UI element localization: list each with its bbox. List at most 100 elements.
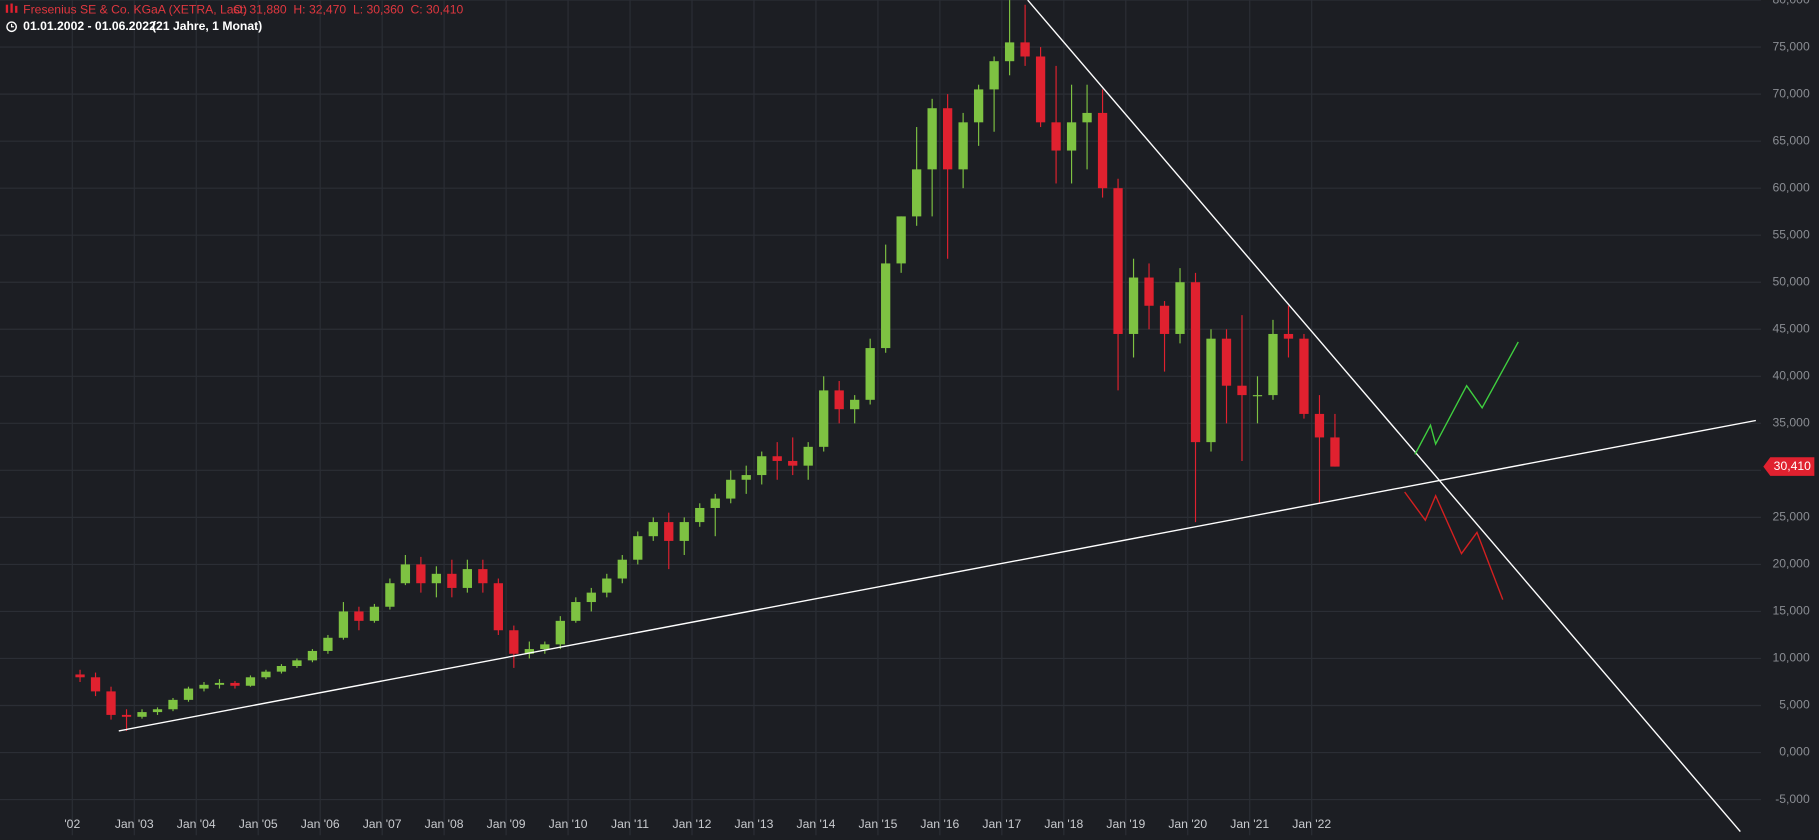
candle-body (1051, 122, 1061, 151)
last-price-tag (1763, 457, 1815, 476)
y-tick-label: 70,000 (1772, 86, 1809, 100)
candle-body (942, 108, 953, 170)
icon (10, 3, 13, 13)
candle-body (1330, 437, 1340, 467)
x-tick-label: Jan '16 (920, 817, 959, 831)
axes: -5,000 0,000 5,000 10,000 15,000 20,000 25,000… (64, 0, 1815, 831)
candle-body (555, 620, 565, 645)
y-tick-label: 15,000 (1772, 604, 1809, 618)
x-tick-label: Jan '18 (1044, 817, 1083, 831)
candle-body (1314, 413, 1325, 438)
candle-body (788, 460, 798, 466)
candle-body (493, 583, 503, 631)
y-tick-label: 45,000 (1772, 321, 1809, 335)
candle-body (106, 691, 116, 715)
candle-body (664, 522, 674, 541)
candle-body (617, 559, 627, 579)
clock-icon (6, 21, 17, 33)
candle-body (323, 637, 333, 651)
candle-body (369, 606, 380, 621)
candle-body (199, 684, 209, 689)
trendline (1414, 341, 1519, 455)
candle-body (416, 564, 426, 584)
candle-body (896, 216, 906, 264)
y-tick-label: 55,000 (1772, 227, 1809, 241)
ohlc-summary: O: 31,880 H: 32,470 L: 30,360 C: 30,410 (233, 3, 463, 17)
candle-body (1113, 188, 1123, 334)
y-tick-label: 60,000 (1772, 180, 1809, 194)
x-tick-label: Jan '05 (239, 817, 278, 831)
candle-body (958, 122, 968, 170)
candle-body (1299, 338, 1309, 414)
candle-body (1221, 338, 1232, 386)
candle-body (354, 611, 364, 621)
candle-body (338, 611, 349, 638)
candle-body (524, 649, 534, 654)
candle-body (1190, 282, 1201, 443)
header: Fresenius SE & Co. KGaA (XETRA, Last) O:… (5, 3, 463, 33)
y-tick-label: 65,000 (1772, 133, 1809, 147)
candle-body (1159, 305, 1170, 334)
candle-body (478, 569, 488, 584)
candle-body (245, 677, 256, 686)
candle-body (571, 602, 581, 621)
x-tick-label: Jan '12 (673, 817, 712, 831)
grid (0, 0, 1761, 836)
candle-body (1237, 385, 1247, 396)
candle-body (509, 630, 519, 654)
y-tick-label: 50,000 (1772, 274, 1809, 288)
candle-body (1252, 395, 1263, 397)
candle-body (75, 674, 85, 678)
candle-body (183, 688, 194, 700)
x-tick-label: '02 (64, 817, 80, 831)
candle-body (1268, 333, 1278, 396)
candle-body (137, 712, 147, 717)
trendline (1404, 491, 1504, 600)
candle-body (168, 699, 178, 710)
candle-body (772, 456, 782, 461)
candle-body (230, 682, 240, 686)
x-tick-label: Jan '17 (982, 817, 1021, 831)
candle-body (121, 714, 132, 717)
candle-body (431, 573, 442, 584)
y-tick-label: 25,000 (1772, 510, 1809, 524)
x-tick-label: Jan '08 (425, 817, 464, 831)
icon (5, 4, 9, 13)
y-tick-label: 20,000 (1772, 557, 1809, 571)
x-tick-label: Jan '20 (1168, 817, 1207, 831)
date-range: 01.01.2002 - 01.06.2022 (23, 19, 156, 33)
candle-body (292, 660, 302, 666)
trendline (118, 419, 1756, 732)
candle-body (1283, 333, 1294, 339)
candle-body (741, 475, 751, 480)
period: (21 Jahre, 1 Monat) (152, 19, 262, 33)
candle-body (927, 108, 937, 170)
y-tick-label: 5,000 (1779, 698, 1810, 712)
candle-body (803, 446, 813, 466)
x-tick-label: Jan '06 (301, 817, 340, 831)
y-tick-label: 80,000 (1772, 0, 1809, 6)
candle-body (912, 169, 922, 217)
candle-body (602, 578, 612, 593)
x-tick-label: Jan '03 (115, 817, 154, 831)
x-tick-label: Jan '22 (1292, 817, 1331, 831)
candle-body (276, 665, 287, 672)
candle-body (1020, 42, 1030, 57)
x-tick-label: Jan '04 (177, 817, 216, 831)
candle-body (1128, 277, 1139, 334)
candle-body (261, 671, 271, 678)
candle-body (710, 498, 720, 508)
candle-body (757, 456, 767, 476)
x-tick-label: Jan '13 (735, 817, 774, 831)
candle-body (307, 650, 318, 661)
chart-title: Fresenius SE & Co. KGaA (XETRA, Last) (23, 3, 247, 17)
candle-body (1175, 282, 1185, 334)
candle-body (834, 390, 844, 410)
candle-body (648, 522, 658, 537)
y-tick-label: 0,000 (1779, 745, 1810, 759)
candle-body (989, 61, 999, 90)
candle-body (540, 644, 550, 650)
x-tick-label: Jan '11 (611, 817, 649, 831)
